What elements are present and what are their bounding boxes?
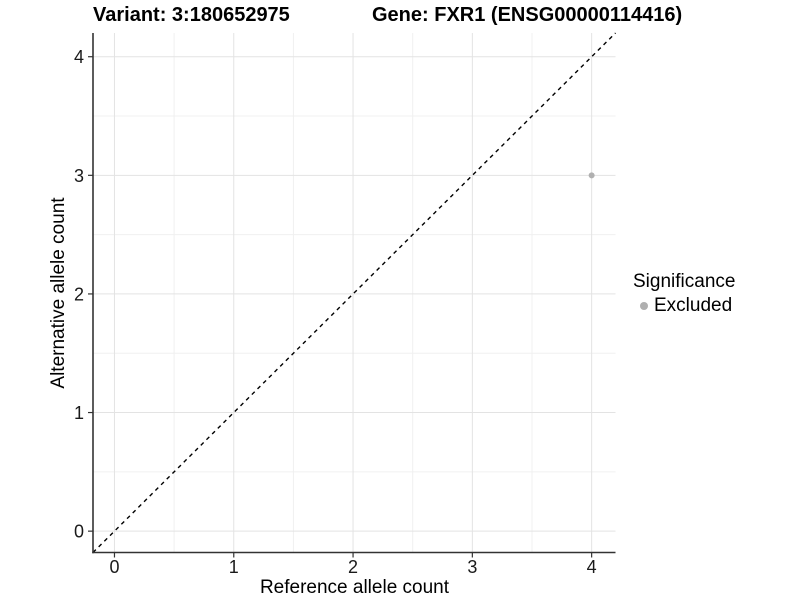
y-tick-label: 2: [74, 284, 84, 304]
y-tick-label: 1: [74, 403, 84, 423]
variant-title: Variant: 3:180652975: [93, 4, 290, 26]
y-tick-label: 4: [74, 47, 84, 67]
x-tick-label: 2: [348, 557, 358, 577]
legend-item-excluded: Excluded: [633, 295, 735, 317]
legend-title: Significance: [633, 271, 736, 292]
x-tick-label: 3: [467, 557, 477, 577]
y-axis-title: Alternative allele count: [48, 197, 69, 389]
legend: Significance Excluded: [633, 271, 735, 317]
data-point: [588, 172, 595, 179]
excluded-point-icon: [640, 302, 648, 310]
y-tick-label: 0: [74, 522, 84, 542]
x-tick-label: 1: [229, 557, 239, 577]
gene-title: Gene: FXR1 (ENSG00000114416): [372, 4, 683, 26]
x-tick-label: 0: [109, 557, 119, 577]
y-tick-label: 3: [74, 166, 84, 186]
legend-item-label: Excluded: [654, 295, 733, 316]
x-tick-label: 4: [587, 557, 597, 577]
identity-line: [92, 32, 616, 553]
x-axis-title: Reference allele count: [259, 577, 450, 598]
